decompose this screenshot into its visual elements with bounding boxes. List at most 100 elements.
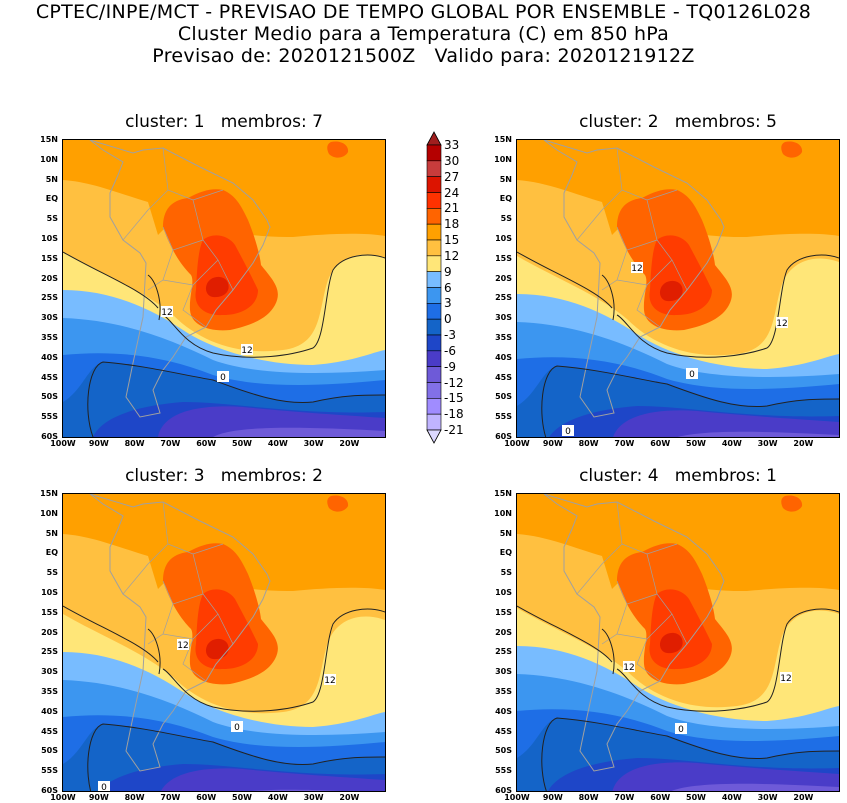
colorbar-label: 15 xyxy=(444,233,460,247)
lon-tick-label: 90W xyxy=(88,439,109,448)
colorbar-label: 9 xyxy=(444,264,452,279)
lon-tick-label: 40W xyxy=(721,439,742,448)
contour-label-box xyxy=(776,317,788,328)
contour-label-box xyxy=(631,262,643,273)
lon-tick-label: 30W xyxy=(757,439,778,448)
lat-tick-label: 45S xyxy=(41,372,58,382)
lon-tick-label: 40W xyxy=(721,793,742,802)
lon-tick-label: 100W xyxy=(504,439,530,448)
colorbar-label: 0 xyxy=(444,312,452,327)
contour-label: 12 xyxy=(780,674,791,684)
colorbar-label: -15 xyxy=(444,391,464,406)
lat-tick-label: 45S xyxy=(41,726,58,736)
band-m9-m6 xyxy=(161,768,385,791)
lat-tick-label: EQ xyxy=(499,548,512,558)
country-borders xyxy=(576,147,688,328)
lon-tick-label: 30W xyxy=(303,793,324,802)
colorbar: 33 30 27 24 21 18 15 12 9 6 3 0 -3 -6 -9 -12 -15 -18 -21 xyxy=(426,130,486,445)
lon-tick-label: 100W xyxy=(50,439,76,448)
contour-label: 12 xyxy=(324,676,335,686)
contour-label: 12 xyxy=(161,308,172,318)
contour-0 xyxy=(541,365,839,437)
temperature-map: 12 12 0 0 xyxy=(63,494,385,791)
map-panel-cluster-1: 12 12 0 xyxy=(62,139,386,438)
contour-0 xyxy=(541,717,839,791)
colorbar-swatch xyxy=(426,144,442,162)
colorbar-swatch xyxy=(426,350,442,367)
lat-tick-label: 15N xyxy=(494,489,512,498)
map-panel-cluster-3: 12 12 0 0 xyxy=(62,493,386,792)
lat-tick-label: 35S xyxy=(495,687,512,696)
figure-title-line1: CPTEC/INPE/MCT - PREVISAO DE TEMPO GLOBA… xyxy=(35,1,812,23)
lat-tick-label: 5N xyxy=(45,528,58,538)
contour-label: 0 xyxy=(565,427,571,437)
contour-label-box xyxy=(324,674,336,685)
colorbar-label: -3 xyxy=(444,328,456,342)
colorbar-swatch xyxy=(426,303,442,320)
lon-tick-label: 50W xyxy=(686,439,706,448)
contour-label-box xyxy=(161,306,173,317)
lat-tick-label: 5N xyxy=(499,174,512,184)
colorbar-swatch xyxy=(426,318,442,336)
band-24-27 xyxy=(205,276,229,298)
lat-tick-label: 10S xyxy=(41,234,58,243)
contour-label-box xyxy=(686,368,698,379)
colorbar-label: 3 xyxy=(444,296,452,311)
lon-tick-label: 40W xyxy=(267,793,288,802)
colorbar-swatch xyxy=(426,271,442,288)
lon-tick-label: 50W xyxy=(232,439,252,448)
contour-12 xyxy=(63,251,385,358)
colorbar-swatch xyxy=(426,160,442,177)
lat-tick-label: EQ xyxy=(45,548,58,558)
lat-tick-label: 10S xyxy=(495,234,512,243)
band-m12-m9 xyxy=(677,431,839,437)
colorbar-swatch xyxy=(426,208,442,225)
lon-tick-label: 80W xyxy=(124,793,145,802)
lat-tick-label: 15N xyxy=(40,489,58,498)
lon-tick-label: 30W xyxy=(757,793,778,802)
temperature-map: 12 12 0 0 xyxy=(517,140,839,437)
colorbar-label: 33 xyxy=(444,138,460,152)
lat-tick-label: 40S xyxy=(495,352,512,362)
figure-title-line2: Cluster Medio para a Temperatura (C) em … xyxy=(177,23,670,45)
lat-tick-label: 40S xyxy=(41,706,58,716)
contour-label: 0 xyxy=(101,783,107,791)
lat-tick-label: 5S xyxy=(46,568,58,578)
colorbar-swatch xyxy=(426,398,442,415)
lat-tick-label: 50S xyxy=(41,746,58,756)
contour-label-box xyxy=(241,344,253,355)
band-m12-m9 xyxy=(671,783,839,791)
colorbar-label: 21 xyxy=(444,201,460,216)
lat-tick-label: 15S xyxy=(41,607,58,617)
lon-tick-label: 60W xyxy=(196,793,217,802)
colorbar-label: 24 xyxy=(444,185,460,200)
colorbar-label: -6 xyxy=(444,343,456,358)
lat-tick-label: 15S xyxy=(41,253,58,263)
lon-tick-label: 50W xyxy=(232,793,252,802)
contour-label: 0 xyxy=(678,725,684,735)
lon-tick-label: 40W xyxy=(267,439,288,448)
panel-title: cluster: 2 membros: 5 xyxy=(579,112,777,132)
colorbar-label: 18 xyxy=(444,217,460,232)
lon-tick-label: 70W xyxy=(160,793,181,802)
lat-tick-label: 60S xyxy=(495,786,512,795)
contour-label: 12 xyxy=(776,319,787,329)
lat-tick-label: 40S xyxy=(495,706,512,716)
lat-tick-label: EQ xyxy=(45,194,58,204)
lat-tick-label: 30S xyxy=(41,667,58,677)
colorbar-label: -12 xyxy=(444,375,464,390)
lon-tick-label: 70W xyxy=(160,439,181,448)
lon-tick-label: 30W xyxy=(303,439,324,448)
lat-tick-label: 45S xyxy=(495,726,512,736)
lon-tick-label: 20W xyxy=(339,793,360,802)
colorbar-label: 30 xyxy=(444,153,460,168)
colorbar-swatch xyxy=(426,223,442,241)
colorbar-label: -18 xyxy=(444,407,464,422)
lat-tick-label: 15N xyxy=(40,135,58,144)
coastline xyxy=(543,140,725,418)
lat-tick-label: EQ xyxy=(499,194,512,204)
lon-tick-label: 20W xyxy=(339,439,360,448)
lon-tick-label: 90W xyxy=(542,793,563,802)
band-24-27 xyxy=(205,638,229,660)
lat-tick-label: 15S xyxy=(495,253,512,263)
